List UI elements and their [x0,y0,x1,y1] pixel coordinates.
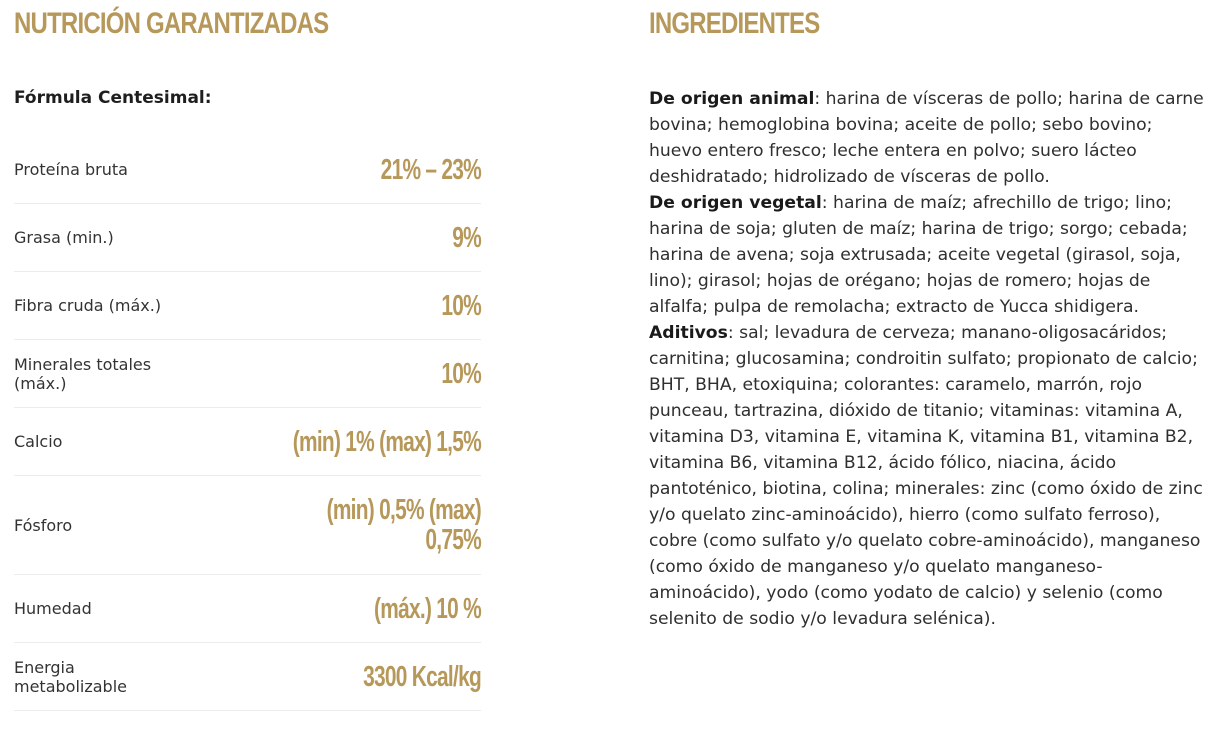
row-label: Calcio [14,432,63,451]
section-text: : sal; levadura de cerveza; manano-oligo… [649,323,1203,629]
ingredients-list: De origen animal: harina de vísceras de … [649,86,1209,632]
nutrition-title: NUTRICIÓN GARANTIZADAS [14,7,329,40]
section-label: De origen animal [649,89,815,109]
row-label: Grasa (min.) [14,228,114,247]
section-label: De origen vegetal [649,193,822,213]
row-value: 10% [441,289,481,322]
row-label: Proteína bruta [14,160,128,179]
row-label: Fósforo [14,515,73,535]
nutrition-table: Proteína bruta 21% – 23% Grasa (min.) 9%… [14,136,482,711]
row-value: 10% [441,357,481,390]
table-row: Humedad (máx.) 10 % [14,575,482,643]
ingredient-section-animal: De origen animal: harina de vísceras de … [649,86,1209,190]
row-value: 3300 Kcal/kg [363,660,482,693]
table-row: Grasa (min.) 9% [14,204,482,272]
table-row: Fibra cruda (máx.) 10% [14,272,482,340]
table-row: Proteína bruta 21% – 23% [14,136,482,204]
row-value: (máx.) 10 % [374,592,482,625]
row-label: Fibra cruda (máx.) [14,296,162,315]
table-row: Calcio (min) 1% (max) 1,5% [14,408,482,476]
row-value: (min) 0,5% (max) 0,75% [326,494,482,556]
table-row: Minerales totales (máx.) 10% [14,340,482,408]
row-label: Energia metabolizable [14,657,127,696]
section-text: : harina de vísceras de pollo; harina de… [649,89,1204,187]
ingredient-section-vegetal: De origen vegetal: harina de maíz; afrec… [649,190,1209,320]
ingredient-section-aditivos: Aditivos: sal; levadura de cerveza; mana… [649,320,1209,632]
row-label: Humedad [14,599,92,618]
table-row: Energia metabolizable 3300 Kcal/kg [14,643,482,711]
formula-subtitle: Fórmula Centesimal: [14,88,212,108]
row-value: 21% – 23% [380,153,482,186]
row-value: (min) 1% (max) 1,5% [292,425,482,458]
section-label: Aditivos [649,323,728,343]
row-value: 9% [452,221,481,254]
ingredients-title: INGREDIENTES [649,7,820,40]
section-text: : harina de maíz; afrechillo de trigo; l… [649,193,1188,317]
table-row: Fósforo (min) 0,5% (max) 0,75% [14,476,482,575]
row-label: Minerales totales (máx.) [14,354,152,393]
